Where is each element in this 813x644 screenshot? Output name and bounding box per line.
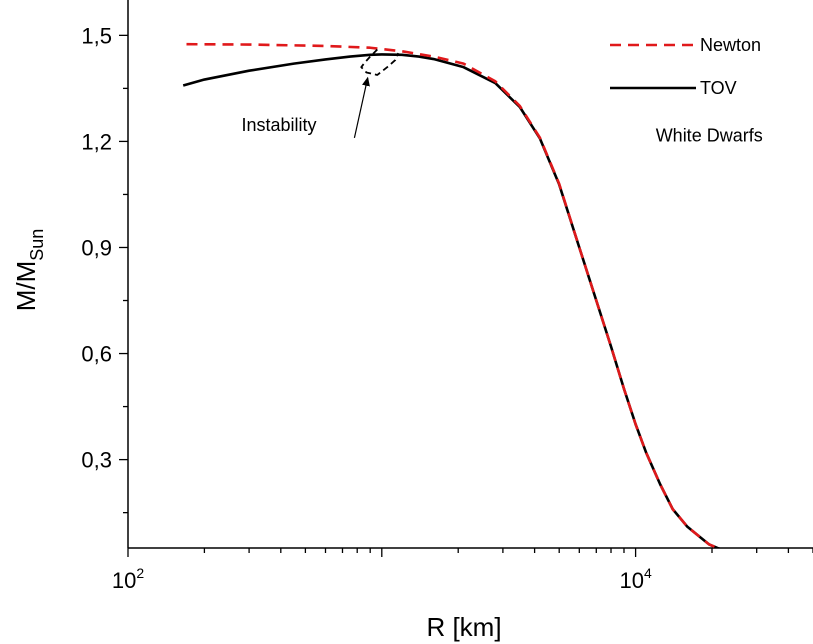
x-tick-label: 104 <box>619 565 651 593</box>
y-axis-title: M/MSun <box>11 229 47 312</box>
x-tick-base: 10 <box>112 568 136 593</box>
y-tick-label: 0,3 <box>81 448 112 473</box>
y-tick-label: 1,5 <box>81 23 112 48</box>
series-layer <box>182 42 722 548</box>
annotation-white-dwarfs: White Dwarfs <box>656 125 763 145</box>
legend-label-newton: Newton <box>700 35 761 55</box>
x-axis-title: R [km] <box>426 612 501 642</box>
x-tick-exponent: 4 <box>644 565 652 581</box>
legend: Newton TOV <box>610 35 761 98</box>
y-tick-label: 0,6 <box>81 342 112 367</box>
x-tick-label: 102 <box>112 565 144 593</box>
annotation-arrow <box>353 76 370 139</box>
x-tick-exponent: 2 <box>136 565 144 581</box>
series-zoom-loop-line <box>360 48 399 76</box>
y-tick-label: 0,9 <box>81 235 112 260</box>
y-axis-title-subscript: Sun <box>27 229 47 261</box>
series-newton-line <box>186 42 722 548</box>
y-tick-label: 1,2 <box>81 129 112 154</box>
annotation-instability: Instability <box>241 115 316 135</box>
annotation-layer: Instability White Dwarfs <box>241 76 763 145</box>
legend-label-tov: TOV <box>700 78 737 98</box>
x-tick-base: 10 <box>619 568 643 593</box>
y-axis-title-main: M/M <box>11 261 41 312</box>
